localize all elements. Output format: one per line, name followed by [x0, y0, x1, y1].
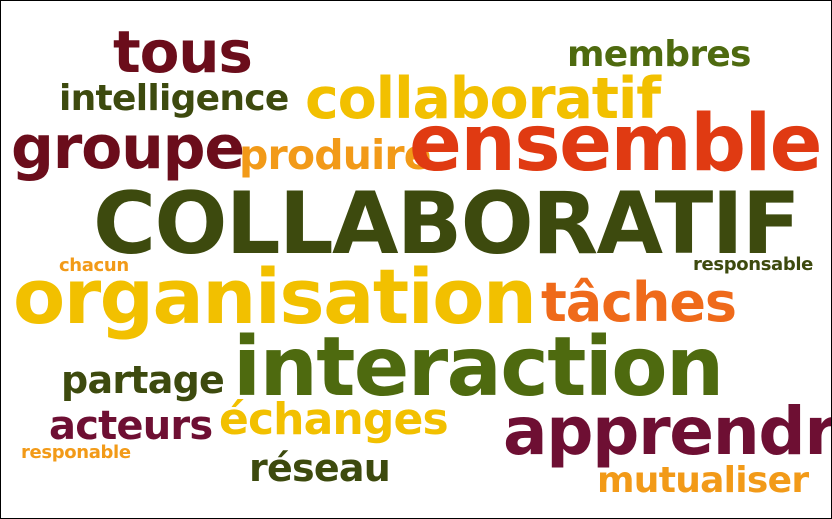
word-interaction: interaction — [233, 320, 724, 415]
word-intelligence: intelligence — [59, 78, 289, 119]
word-acteurs: acteurs — [49, 403, 213, 449]
word-partage: partage — [61, 358, 225, 402]
word-ensemble: ensemble — [409, 99, 823, 189]
word-produire: produire — [239, 131, 432, 179]
word-chacun: chacun — [59, 255, 129, 276]
word-tous: tous — [113, 18, 253, 86]
word-responsable: responsable — [693, 254, 814, 275]
word-collaboratif: collaboratif — [305, 66, 661, 132]
word-responable: responable — [21, 442, 131, 463]
word-reseau: réseau — [249, 446, 391, 490]
word-organisation: organisation — [13, 252, 537, 341]
word-membres: membres — [567, 34, 752, 75]
word-groupe: groupe — [11, 113, 245, 183]
word-taches: tâches — [541, 271, 737, 334]
word-collaboratif-uppercase: COLLABORATIF — [93, 174, 801, 274]
word-echanges: échanges — [219, 394, 449, 445]
word-mutualiser: mutualiser — [597, 460, 809, 501]
